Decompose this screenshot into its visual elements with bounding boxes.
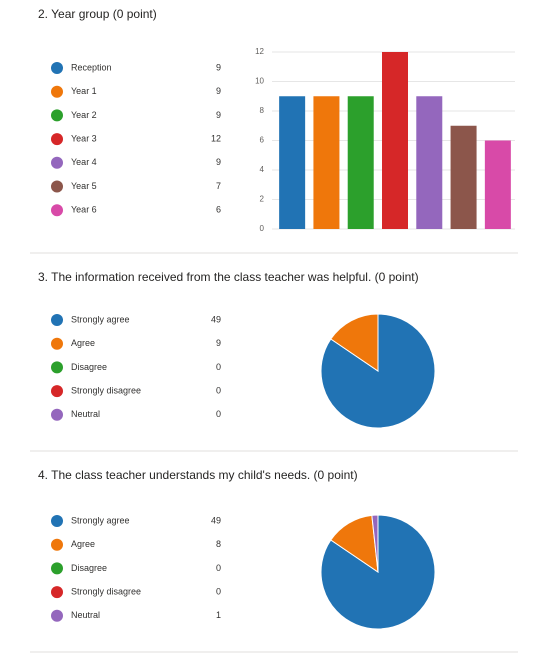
legend-swatch: [51, 133, 63, 146]
legend-label: Year 3: [71, 133, 97, 143]
legend-swatch: [51, 361, 63, 374]
bar: [416, 96, 443, 229]
legend-count: 9: [216, 338, 221, 348]
question-title: 2. Year group (0 point): [38, 7, 157, 21]
y-tick-label: 12: [255, 47, 264, 56]
legend-label: Strongly agree: [71, 314, 130, 324]
legend-count: 7: [216, 181, 221, 191]
y-tick-label: 2: [260, 195, 265, 204]
legend-label: Neutral: [71, 610, 100, 620]
bar: [279, 96, 306, 229]
pie-slice: [330, 313, 379, 372]
bar: [382, 52, 408, 229]
legend-label: Year 4: [71, 157, 97, 167]
legend-label: Strongly disagree: [71, 586, 141, 596]
legend-count: 0: [216, 362, 221, 372]
legend-count: 1: [216, 610, 221, 620]
legend-label: Year 6: [71, 205, 97, 215]
legend-label: Neutral: [71, 409, 100, 419]
legend-label: Reception: [71, 62, 112, 72]
question-title: 4. The class teacher understands my chil…: [38, 468, 358, 482]
legend-count: 8: [216, 539, 221, 549]
legend-count: 0: [216, 563, 221, 573]
legend-label: Agree: [71, 539, 95, 549]
legend-swatch: [51, 85, 63, 98]
legend-count: 9: [216, 110, 221, 120]
legend-count: 6: [216, 205, 221, 215]
legend-label: Strongly disagree: [71, 385, 141, 395]
y-tick-label: 0: [260, 224, 265, 233]
bar: [484, 140, 511, 229]
legend-label: Year 2: [71, 110, 97, 120]
legend-count: 0: [216, 586, 221, 596]
legend-label: Disagree: [71, 563, 107, 573]
legend-count: 9: [216, 62, 221, 72]
bar: [450, 125, 477, 229]
legend-label: Year 1: [71, 86, 97, 96]
legend-swatch: [51, 408, 63, 421]
legend-label: Strongly agree: [71, 515, 130, 525]
legend-count: 9: [216, 86, 221, 96]
legend-count: 9: [216, 157, 221, 167]
legend-swatch: [51, 586, 63, 599]
legend-swatch: [51, 609, 63, 622]
legend-count: 0: [216, 409, 221, 419]
legend-label: Agree: [71, 338, 95, 348]
bar: [347, 96, 374, 229]
question-title: 3. The information received from the cla…: [38, 270, 419, 284]
legend-count: 49: [211, 314, 221, 324]
legend-count: 49: [211, 515, 221, 525]
y-tick-label: 8: [260, 106, 265, 115]
legend-swatch: [51, 337, 63, 350]
legend-swatch: [51, 562, 63, 575]
legend-label: Year 5: [71, 181, 97, 191]
legend-swatch: [51, 515, 63, 527]
legend-swatch: [51, 314, 63, 326]
legend-swatch: [51, 156, 63, 169]
pie-slice: [371, 514, 379, 573]
legend-swatch: [51, 538, 63, 551]
y-tick-label: 4: [260, 165, 265, 174]
y-tick-label: 10: [255, 77, 264, 86]
legend-swatch: [51, 204, 63, 217]
bar: [313, 96, 340, 229]
legend-swatch: [51, 109, 63, 122]
legend-swatch: [51, 180, 63, 193]
legend-swatch: [51, 62, 63, 74]
legend-count: 0: [216, 385, 221, 395]
legend-label: Disagree: [71, 362, 107, 372]
legend-count: 12: [211, 133, 221, 143]
y-tick-label: 6: [260, 136, 265, 145]
legend-swatch: [51, 385, 63, 398]
